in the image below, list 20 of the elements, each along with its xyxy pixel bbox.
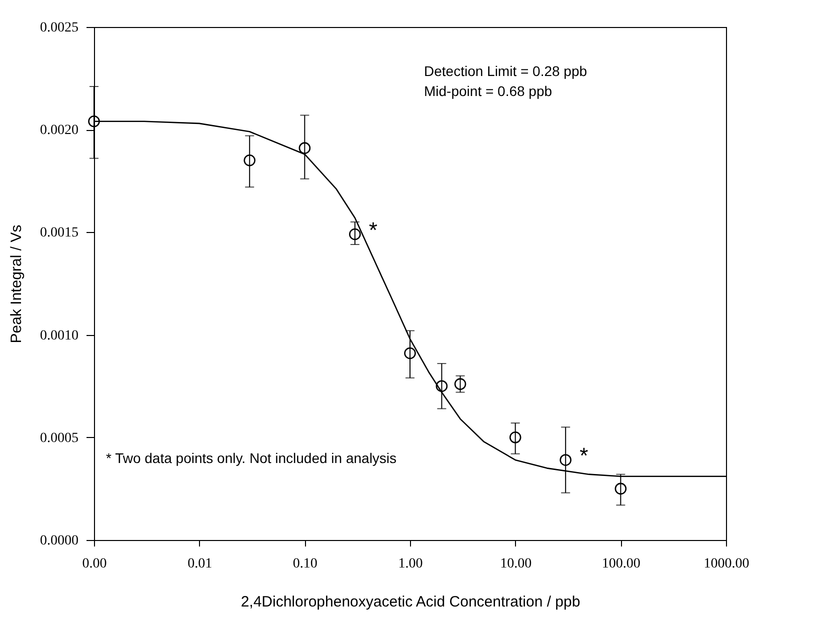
annotation: * xyxy=(368,217,378,242)
annotation: * Two data points only. Not included in analysis xyxy=(106,450,397,466)
x-axis-title: 2,4Dichlorophenoxyacetic Acid Concentration / ppb xyxy=(240,594,580,610)
y-tick-label: 0.0000 xyxy=(40,534,78,548)
y-axis-title: Peak Integral / Vs xyxy=(8,224,25,344)
x-tick-label: 1000.00 xyxy=(704,556,750,572)
x-tick-label: 1.00 xyxy=(398,556,423,572)
y-tick-label: 0.0025 xyxy=(40,20,78,36)
y-tick-label: 0.0010 xyxy=(40,328,78,344)
x-tick-label: 0.10 xyxy=(292,556,318,572)
y-tick-label: 0.0015 xyxy=(40,226,78,241)
x-tick-label: 10.00 xyxy=(500,556,532,572)
annotation: Detection Limit = 0.28 ppb xyxy=(424,63,588,79)
annotation: * xyxy=(580,442,589,468)
annotation: Mid-point = 0.68 ppb xyxy=(424,83,552,99)
y-tick-label: 0.0020 xyxy=(40,123,78,138)
y-tick-label: 0.0005 xyxy=(40,430,78,446)
x-tick-label: 0.00 xyxy=(82,556,107,572)
x-tick-label: 100.00 xyxy=(602,556,640,572)
x-tick-label: 0.01 xyxy=(188,556,212,572)
